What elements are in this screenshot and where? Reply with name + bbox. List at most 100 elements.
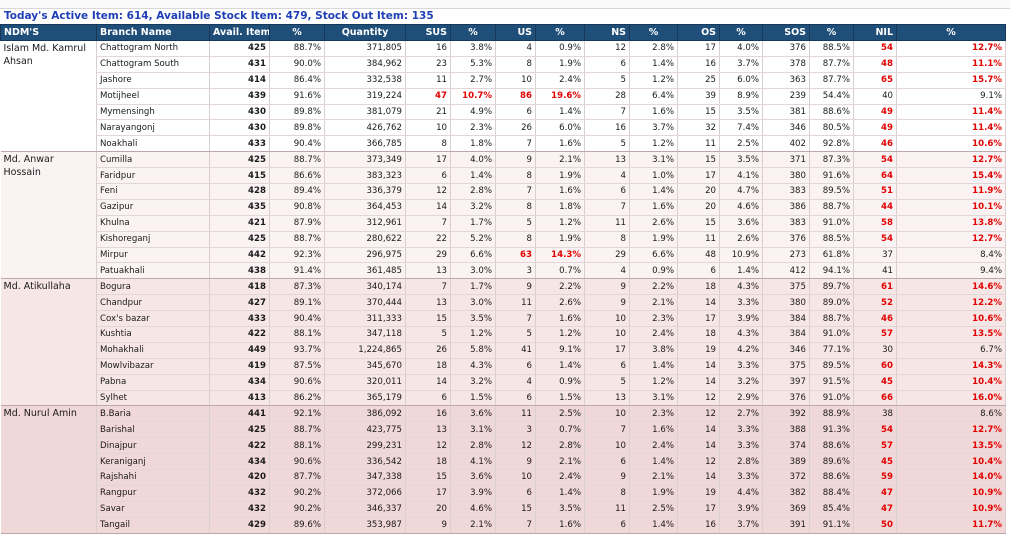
os-cell[interactable]: 12 — [677, 453, 720, 471]
ns-percent-cell[interactable]: 1.4% — [629, 517, 678, 534]
sos-percent-cell[interactable]: 94.1% — [809, 262, 854, 280]
sos-cell[interactable]: 402 — [762, 135, 810, 153]
header-nil-percent[interactable]: % — [896, 24, 1006, 41]
nil-cell[interactable]: 54 — [853, 151, 897, 169]
us-percent-cell[interactable]: 1.4% — [535, 104, 585, 121]
sos-percent-cell[interactable]: 88.9% — [809, 405, 854, 423]
os-cell[interactable]: 39 — [677, 88, 720, 105]
us-cell[interactable]: 10 — [495, 469, 536, 486]
quantity-cell[interactable]: 299,231 — [324, 437, 406, 455]
sos-percent-cell[interactable]: 91.0% — [809, 215, 854, 232]
us-percent-cell[interactable]: 1.9% — [535, 167, 585, 185]
quantity-cell[interactable]: 312,961 — [324, 215, 406, 232]
quantity-cell[interactable]: 423,775 — [324, 421, 406, 439]
sos-percent-cell[interactable]: 91.6% — [809, 167, 854, 185]
avail-percent-cell[interactable]: 89.6% — [269, 517, 325, 534]
nil-cell[interactable]: 51 — [853, 183, 897, 200]
us-cell[interactable]: 7 — [495, 310, 536, 328]
sos-cell[interactable]: 376 — [762, 390, 810, 407]
quantity-cell[interactable]: 426,762 — [324, 119, 406, 137]
sus-cell[interactable]: 11 — [405, 72, 451, 89]
quantity-cell[interactable]: 353,987 — [324, 517, 406, 534]
sos-cell[interactable]: 397 — [762, 374, 810, 391]
nil-cell[interactable]: 58 — [853, 215, 897, 232]
sos-percent-cell[interactable]: 88.6% — [809, 104, 854, 121]
sos-cell[interactable]: 391 — [762, 517, 810, 534]
os-percent-cell[interactable]: 3.3% — [719, 437, 763, 455]
os-percent-cell[interactable]: 8.9% — [719, 88, 763, 105]
sos-cell[interactable]: 378 — [762, 56, 810, 73]
branch-name-cell[interactable]: Chandpur — [96, 294, 210, 312]
nil-cell[interactable]: 60 — [853, 358, 897, 375]
os-percent-cell[interactable]: 3.3% — [719, 358, 763, 375]
quantity-cell[interactable]: 320,011 — [324, 374, 406, 391]
nil-cell[interactable]: 61 — [853, 278, 897, 296]
sus-cell[interactable]: 10 — [405, 119, 451, 137]
nil-percent-cell[interactable]: 11.7% — [896, 517, 1006, 534]
ns-cell[interactable]: 8 — [584, 485, 630, 502]
sos-cell[interactable]: 384 — [762, 326, 810, 343]
avail-item-cell[interactable]: 422 — [209, 326, 270, 343]
ns-cell[interactable]: 11 — [584, 215, 630, 232]
ns-percent-cell[interactable]: 1.2% — [629, 72, 678, 89]
sus-percent-cell[interactable]: 3.9% — [450, 485, 496, 502]
quantity-cell[interactable]: 311,333 — [324, 310, 406, 328]
us-percent-cell[interactable]: 0.7% — [535, 421, 585, 439]
sos-percent-cell[interactable]: 88.6% — [809, 469, 854, 486]
avail-item-cell[interactable]: 428 — [209, 183, 270, 200]
branch-name-cell[interactable]: Patuakhali — [96, 262, 210, 280]
us-percent-cell[interactable]: 0.9% — [535, 40, 585, 57]
ns-cell[interactable]: 10 — [584, 310, 630, 328]
avail-percent-cell[interactable]: 89.8% — [269, 104, 325, 121]
os-cell[interactable]: 20 — [677, 183, 720, 200]
quantity-cell[interactable]: 280,622 — [324, 231, 406, 248]
us-percent-cell[interactable]: 1.2% — [535, 326, 585, 343]
ns-cell[interactable]: 16 — [584, 119, 630, 137]
avail-percent-cell[interactable]: 88.1% — [269, 326, 325, 343]
os-cell[interactable]: 17 — [677, 40, 720, 57]
nil-percent-cell[interactable]: 10.6% — [896, 135, 1006, 153]
branch-name-cell[interactable]: Sylhet — [96, 390, 210, 407]
quantity-cell[interactable]: 383,323 — [324, 167, 406, 185]
ns-cell[interactable]: 6 — [584, 183, 630, 200]
sus-percent-cell[interactable]: 3.8% — [450, 40, 496, 57]
nil-percent-cell[interactable]: 6.7% — [896, 342, 1006, 359]
us-cell[interactable]: 8 — [495, 167, 536, 185]
nil-percent-cell[interactable]: 15.7% — [896, 72, 1006, 89]
os-percent-cell[interactable]: 4.1% — [719, 167, 763, 185]
ns-percent-cell[interactable]: 6.6% — [629, 247, 678, 264]
nil-cell[interactable]: 65 — [853, 72, 897, 89]
sus-percent-cell[interactable]: 1.7% — [450, 278, 496, 296]
branch-name-cell[interactable]: Jashore — [96, 72, 210, 89]
os-percent-cell[interactable]: 2.9% — [719, 390, 763, 407]
sos-percent-cell[interactable]: 80.5% — [809, 119, 854, 137]
os-cell[interactable]: 19 — [677, 342, 720, 359]
avail-percent-cell[interactable]: 90.2% — [269, 501, 325, 518]
avail-item-cell[interactable]: 427 — [209, 294, 270, 312]
sus-cell[interactable]: 9 — [405, 517, 451, 534]
os-percent-cell[interactable]: 4.7% — [719, 183, 763, 200]
avail-item-cell[interactable]: 425 — [209, 421, 270, 439]
us-cell[interactable]: 12 — [495, 437, 536, 455]
sus-percent-cell[interactable]: 2.8% — [450, 183, 496, 200]
sos-cell[interactable]: 376 — [762, 40, 810, 57]
os-cell[interactable]: 19 — [677, 485, 720, 502]
sus-cell[interactable]: 12 — [405, 437, 451, 455]
us-percent-cell[interactable]: 2.2% — [535, 278, 585, 296]
header-sus[interactable]: SUS — [405, 24, 451, 41]
avail-percent-cell[interactable]: 90.8% — [269, 199, 325, 216]
sus-cell[interactable]: 8 — [405, 135, 451, 153]
sus-percent-cell[interactable]: 1.4% — [450, 167, 496, 185]
sos-percent-cell[interactable]: 88.4% — [809, 485, 854, 502]
nil-percent-cell[interactable]: 13.5% — [896, 326, 1006, 343]
branch-name-cell[interactable]: Kushtia — [96, 326, 210, 343]
ns-percent-cell[interactable]: 1.4% — [629, 183, 678, 200]
ns-cell[interactable]: 7 — [584, 199, 630, 216]
us-cell[interactable]: 6 — [495, 104, 536, 121]
us-percent-cell[interactable]: 2.1% — [535, 151, 585, 169]
sos-cell[interactable]: 381 — [762, 104, 810, 121]
quantity-cell[interactable]: 296,975 — [324, 247, 406, 264]
ns-cell[interactable]: 7 — [584, 104, 630, 121]
sos-percent-cell[interactable]: 54.4% — [809, 88, 854, 105]
sos-cell[interactable]: 392 — [762, 405, 810, 423]
